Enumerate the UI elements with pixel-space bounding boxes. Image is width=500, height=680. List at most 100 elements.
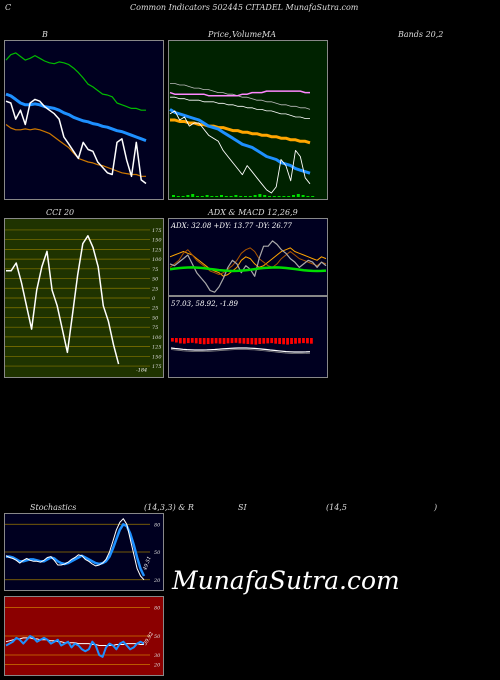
volume-bar [263,195,267,197]
adx-trend-line [169,266,327,273]
ma-white-line [170,96,310,119]
cci-label: CCI 20 [46,208,75,217]
macd-histogram-bar [250,338,254,345]
macd-histogram-bar [310,338,313,344]
watermark: MunafaSutra.com [172,566,400,595]
cci-last-label: -184 [136,368,147,374]
macd-histogram-bar [190,338,194,343]
cci-tick-label: 75 [152,325,158,331]
macd-histogram-bar [230,338,234,344]
volume-bar [292,195,295,197]
macd-histogram-bar [302,338,305,344]
macd-histogram-bar [262,338,266,344]
page-title: Common Indicators 502445 CITADEL MunafaS… [130,3,359,12]
macd-histogram-bar [178,338,182,344]
volume-bar [224,196,228,197]
macd-histogram-bar [278,338,282,344]
macd-histogram-bar [294,338,297,344]
ma-blue-line [169,108,311,175]
volume-bar [239,196,243,197]
macd-histogram-bar [286,338,289,345]
ma-long-line [170,83,311,110]
stochastics-tick-label: 80 [154,522,161,528]
stochastics-params: (14,3,3) & R [144,503,194,512]
macd-histogram-bar [214,338,218,344]
volume-bar [172,195,175,197]
volume-bar [234,195,238,197]
macd-histogram-bar [290,338,293,344]
rsi-line [5,635,145,658]
price-volume-background [168,40,328,200]
cci-tick-label: 50 [152,277,159,283]
cci-line [6,235,120,365]
volume-label: Volume, [232,30,265,39]
volume-bar [229,196,233,197]
volume-bar [248,196,252,197]
macd-histogram-bar [258,338,262,344]
cci-tick-label: 100 [152,335,162,341]
volume-bar [176,196,180,197]
stochastics-label: Stochastics [30,503,77,512]
macd-histogram-bar [198,338,202,344]
cci-tick-label: 175 [152,228,162,234]
volume-bar [205,195,209,197]
bollinger-panel [4,40,164,200]
macd-histogram-bar [210,338,214,344]
rsi-tick-label: 20 [153,663,161,669]
upper-band-line [5,52,146,111]
cci-tick-label: 0 [152,296,156,302]
volume-bar [191,194,195,197]
stochastics-tick-label: 50 [154,550,161,556]
volume-bar [244,196,247,197]
macd-histogram-bar [254,338,258,345]
macd-histogram-bar [171,338,174,342]
macd-histogram-bar [226,338,230,344]
price-volume-panel [168,40,328,200]
adx-macd-title: ADX & MACD 12,26,9 [208,208,298,217]
volume-bar [181,196,185,197]
macd-values-text: 57.03, 58.92, -1.89 [171,300,238,308]
macd-histogram-bar [266,338,270,344]
adx-panel: ADX: 32.08 +DY: 13.77 -DY: 26.77 [168,218,328,296]
macd-histogram-bar [234,338,238,343]
cci-tick-label: 50 [152,315,159,321]
minus-dy-line [169,247,327,275]
plus-dy-line [169,247,327,277]
volume-bar [287,196,291,197]
volume-bar [220,195,223,197]
cci-tick-label: 100 [152,257,162,263]
cci-tick-label: 25 [151,286,158,292]
price-line [169,110,311,194]
volume-bar [306,196,310,197]
volume-bar [277,196,281,197]
volume-bar [186,195,190,197]
volume-bar [268,196,271,197]
cci-tick-label: 150 [152,238,162,244]
rsi-params: (14,5 [326,503,347,512]
cci-panel: 175 150 125 100 75 50 25 0 25 50 75 100 125 150 175 -18… [4,218,164,378]
volume-bar [282,196,286,197]
volume-bar [311,196,315,197]
cci-tick-label: 125 [152,345,162,351]
macd-histogram-bar [306,338,309,344]
macd-histogram-bar [174,338,178,343]
rsi-tick-label: 30 [154,653,161,659]
volume-bar [258,194,262,197]
macd-histogram-bar [238,338,242,344]
macd-histogram-bar [270,338,274,344]
macd-histogram-bar [274,338,278,344]
macd-histogram-bar [182,338,186,344]
rsi-params-close: ) [434,503,438,512]
macd-background [168,296,328,378]
price-label: Price, [208,30,232,39]
rsi-label: SI [238,503,247,512]
page-title-prefix: C [5,3,12,12]
macd-histogram-bar [222,338,226,344]
macd-histogram-bar [246,338,250,344]
cci-tick-label: 175 [152,364,162,370]
stochastics-d-line [5,518,145,581]
macd-histogram-bar [282,338,286,345]
ma-label: MA [262,30,276,39]
volume-bar [215,196,219,197]
